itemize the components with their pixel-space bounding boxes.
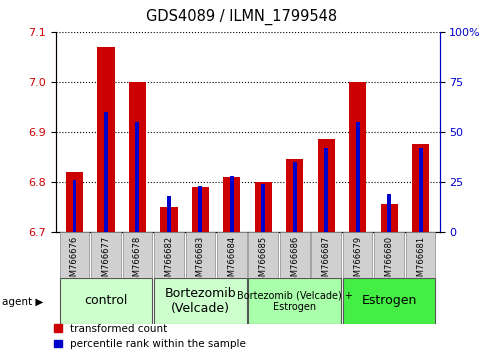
Bar — [280, 232, 310, 278]
Bar — [374, 232, 404, 278]
Text: GSM766677: GSM766677 — [101, 235, 111, 287]
Text: GSM766676: GSM766676 — [70, 235, 79, 287]
Bar — [419, 148, 423, 232]
Bar — [167, 196, 171, 232]
Bar — [293, 162, 297, 232]
Text: Estrogen: Estrogen — [361, 295, 417, 307]
Bar — [199, 186, 202, 232]
Text: GSM766685: GSM766685 — [259, 235, 268, 287]
Bar — [91, 232, 121, 278]
Bar — [381, 204, 398, 232]
Bar — [356, 122, 359, 232]
Text: agent ▶: agent ▶ — [2, 297, 44, 307]
Bar — [97, 47, 114, 232]
Bar — [217, 232, 247, 278]
Bar — [129, 82, 146, 232]
Text: GSM766678: GSM766678 — [133, 235, 142, 287]
Bar — [154, 278, 247, 324]
Bar — [154, 232, 184, 278]
Bar — [255, 182, 272, 232]
Bar — [286, 159, 303, 232]
Text: control: control — [84, 295, 128, 307]
Text: Bortezomib
(Velcade): Bortezomib (Velcade) — [165, 287, 236, 315]
Text: GSM766687: GSM766687 — [322, 235, 331, 287]
Bar — [185, 232, 215, 278]
Text: GSM766681: GSM766681 — [416, 235, 425, 287]
Bar — [104, 112, 108, 232]
Bar — [230, 176, 234, 232]
Text: Bortezomib (Velcade) +
Estrogen: Bortezomib (Velcade) + Estrogen — [237, 290, 353, 312]
Bar — [72, 180, 76, 232]
Legend: transformed count, percentile rank within the sample: transformed count, percentile rank withi… — [54, 324, 246, 349]
Text: GSM766686: GSM766686 — [290, 235, 299, 287]
Bar — [192, 187, 209, 232]
Bar — [223, 177, 241, 232]
Text: GSM766680: GSM766680 — [384, 235, 394, 287]
Bar — [136, 122, 139, 232]
Bar — [412, 144, 429, 232]
Bar — [406, 232, 436, 278]
Text: GSM766682: GSM766682 — [164, 235, 173, 287]
Bar — [349, 82, 366, 232]
Text: GSM766684: GSM766684 — [227, 235, 236, 287]
Bar — [343, 232, 372, 278]
Bar — [317, 139, 335, 232]
Bar — [325, 148, 328, 232]
Text: GSM766683: GSM766683 — [196, 235, 205, 287]
Bar — [343, 278, 436, 324]
Bar — [248, 232, 278, 278]
Bar — [123, 232, 152, 278]
Bar — [248, 278, 341, 324]
Bar — [160, 207, 178, 232]
Text: GSM766679: GSM766679 — [353, 235, 362, 287]
Bar — [261, 184, 265, 232]
Bar — [59, 278, 152, 324]
Bar — [66, 172, 83, 232]
Text: GDS4089 / ILMN_1799548: GDS4089 / ILMN_1799548 — [146, 9, 337, 25]
Bar — [312, 232, 341, 278]
Bar — [59, 232, 89, 278]
Bar — [387, 194, 391, 232]
